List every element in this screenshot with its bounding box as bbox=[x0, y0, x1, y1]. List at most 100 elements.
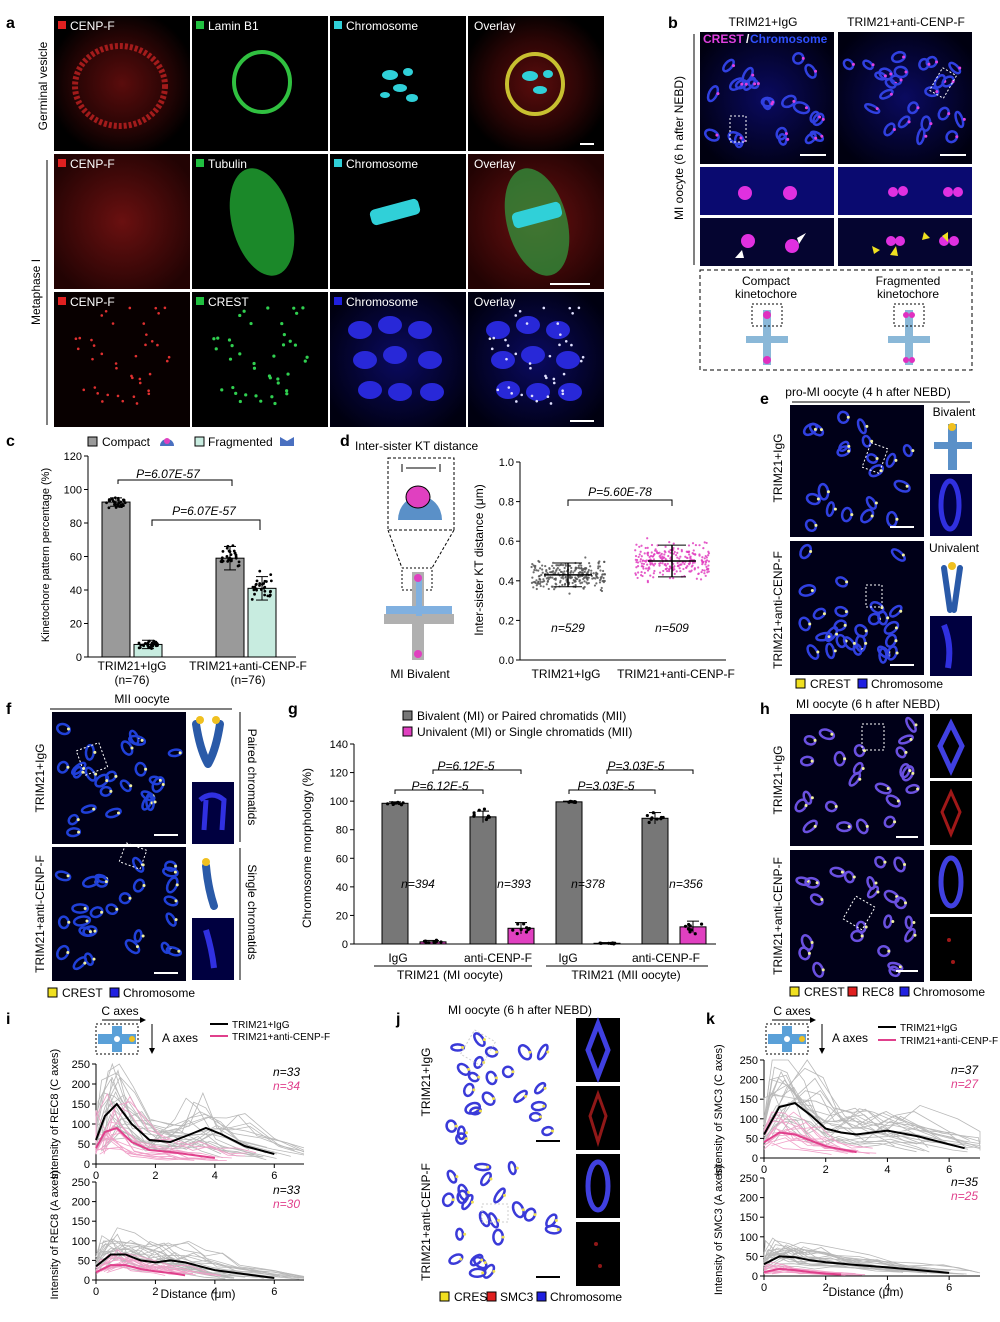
chromosome bbox=[131, 856, 145, 873]
crest-dot bbox=[293, 343, 298, 347]
crest-dot bbox=[273, 401, 277, 406]
data-point bbox=[546, 572, 549, 575]
kinetochore bbox=[751, 73, 755, 77]
cenpf-dot bbox=[154, 306, 158, 310]
kinetochore bbox=[135, 945, 139, 949]
data-point bbox=[603, 573, 606, 576]
data-point bbox=[660, 558, 664, 561]
c-pval-1: P=6.07E-57 bbox=[136, 467, 201, 481]
chromosome bbox=[874, 782, 892, 795]
kinetochore bbox=[822, 612, 826, 616]
data-point bbox=[596, 576, 599, 579]
data-point bbox=[669, 551, 672, 554]
chromosome bbox=[805, 492, 821, 506]
kinetochore bbox=[115, 907, 119, 911]
chromosome bbox=[804, 132, 817, 145]
zoom-j-anti-chromosome bbox=[585, 1159, 611, 1213]
data-point bbox=[541, 571, 544, 574]
data-point bbox=[676, 561, 679, 565]
data-point bbox=[704, 560, 707, 563]
chromosome bbox=[836, 445, 851, 457]
data-point bbox=[646, 563, 649, 566]
data-point bbox=[156, 644, 159, 647]
data-point bbox=[647, 820, 651, 825]
chromosome bbox=[536, 1043, 549, 1061]
crest-dot bbox=[234, 391, 238, 395]
col-title-anti: TRIM21+anti-CENP-F bbox=[847, 15, 965, 29]
data-point bbox=[672, 542, 675, 545]
chromosome bbox=[461, 1193, 474, 1211]
overlay-dot bbox=[571, 311, 574, 315]
chromosome bbox=[866, 885, 880, 899]
data-point bbox=[252, 588, 256, 592]
data-point bbox=[385, 802, 390, 806]
legend-swatch-smc3 bbox=[486, 1291, 497, 1302]
chromosome bbox=[843, 870, 855, 884]
mean-trace bbox=[95, 1264, 186, 1277]
chromosome bbox=[809, 110, 820, 124]
kinetochore bbox=[481, 1271, 485, 1275]
white-arrowheads bbox=[735, 233, 806, 258]
cenpf-dot bbox=[114, 362, 118, 365]
data-point bbox=[599, 569, 602, 572]
data-point bbox=[650, 543, 654, 547]
micrograph-gv-overlay bbox=[468, 16, 604, 151]
data-point bbox=[679, 555, 682, 558]
data-point bbox=[123, 501, 127, 505]
crest-dot bbox=[214, 347, 218, 351]
chromosome bbox=[905, 783, 920, 795]
data-point bbox=[253, 592, 256, 596]
overlay-dot bbox=[529, 366, 532, 370]
chromosome bbox=[902, 444, 914, 458]
kinetochore bbox=[815, 881, 819, 885]
chromosome bbox=[544, 1224, 562, 1235]
data-point bbox=[705, 565, 708, 569]
data-point bbox=[119, 503, 123, 507]
data-point bbox=[685, 550, 688, 553]
chromosome bbox=[798, 584, 817, 597]
data-point bbox=[472, 811, 476, 815]
overlay-dot bbox=[561, 389, 564, 393]
c-ylabel: Kinetochore pattern percentage (%) bbox=[40, 468, 52, 642]
data-point bbox=[535, 579, 538, 582]
data-point bbox=[559, 570, 563, 573]
chromosome bbox=[842, 636, 856, 651]
data-point bbox=[640, 574, 643, 577]
g-group-2: TRIM21 (MII oocyte) bbox=[571, 968, 680, 982]
data-point bbox=[646, 569, 650, 572]
chromosome bbox=[165, 946, 183, 957]
crest-dot bbox=[295, 311, 299, 315]
data-point bbox=[225, 555, 229, 558]
chromosome bbox=[485, 1070, 498, 1086]
kinetochore bbox=[810, 759, 814, 763]
data-point bbox=[652, 558, 656, 561]
compact-icon-dot bbox=[164, 438, 170, 444]
data-point bbox=[551, 564, 554, 567]
data-point bbox=[583, 570, 586, 573]
data-point bbox=[580, 581, 584, 584]
f-chromosomes bbox=[54, 722, 183, 971]
data-point bbox=[638, 545, 641, 548]
data-point bbox=[635, 566, 638, 569]
chromosome bbox=[878, 67, 894, 81]
chromosome bbox=[804, 518, 818, 533]
chromosome bbox=[834, 605, 849, 618]
h-row-2: TRIM21+anti-CENP-F bbox=[771, 857, 785, 975]
kinetochore bbox=[104, 880, 108, 884]
data-point bbox=[234, 553, 238, 557]
trace bbox=[764, 1257, 948, 1275]
kinetochore bbox=[105, 779, 109, 783]
data-point bbox=[268, 593, 272, 597]
kinetochore bbox=[874, 881, 878, 885]
e-row-1: TRIM21+IgG bbox=[771, 433, 785, 502]
overlay-dot bbox=[518, 309, 522, 313]
data-point bbox=[540, 573, 543, 576]
data-point bbox=[522, 922, 526, 926]
kinetochore bbox=[524, 1094, 528, 1098]
crest-dot bbox=[292, 306, 296, 310]
data-point bbox=[258, 582, 262, 585]
b-chromosomes bbox=[703, 50, 966, 149]
scale-bar bbox=[536, 1276, 560, 1278]
kinetochore bbox=[896, 799, 900, 803]
